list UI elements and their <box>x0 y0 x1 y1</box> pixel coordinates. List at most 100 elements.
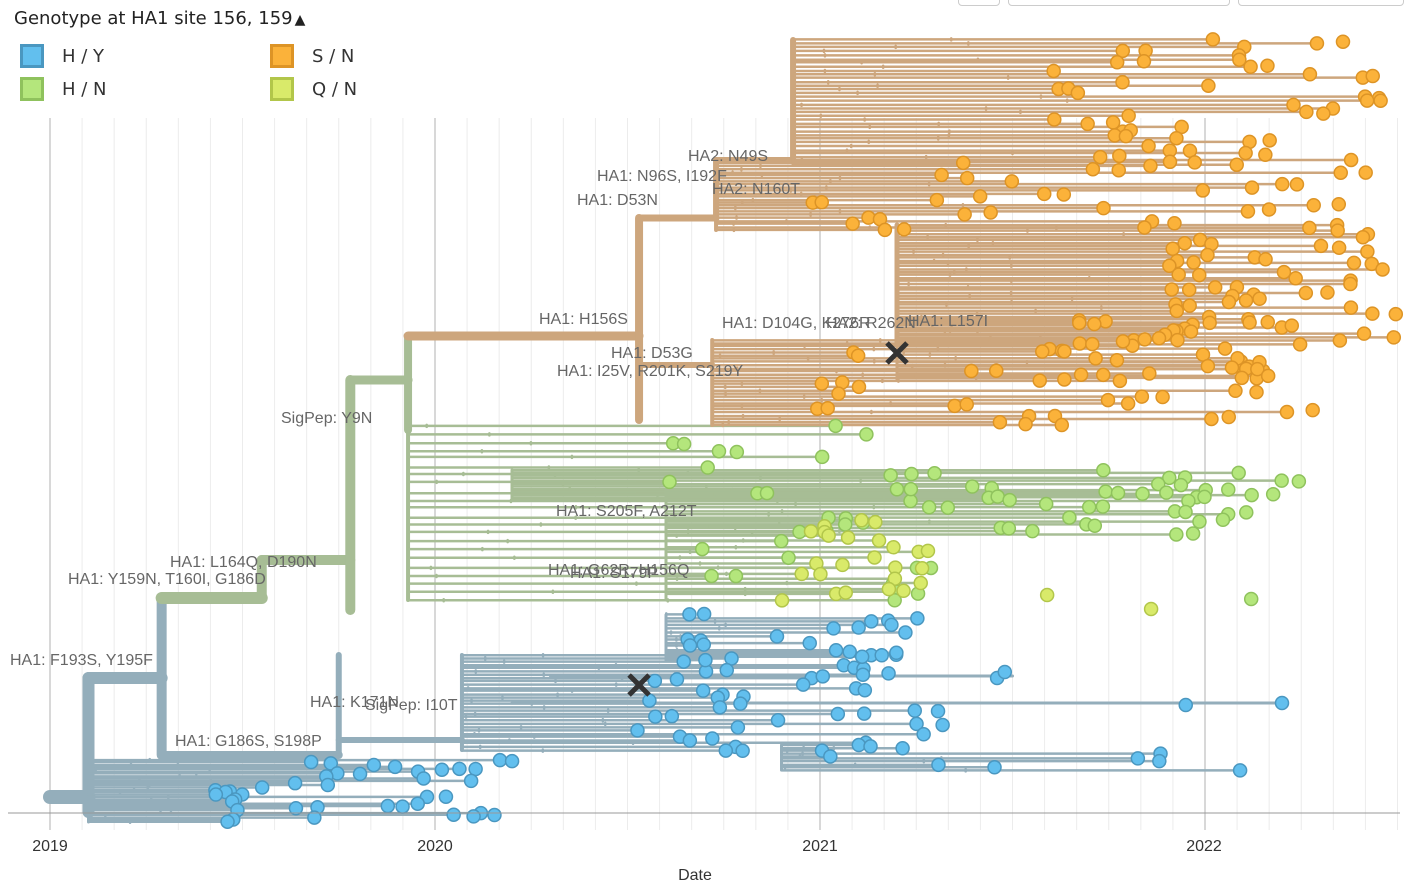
tip-node <box>648 709 663 724</box>
tip-node <box>1355 229 1371 245</box>
tip-node <box>676 654 691 669</box>
tip-node <box>920 543 936 559</box>
tip-node <box>487 807 502 823</box>
tip-node <box>840 530 856 545</box>
tip-node <box>881 666 896 681</box>
tip-node <box>1056 187 1072 202</box>
legend-item-hy[interactable]: H / Y <box>20 44 104 68</box>
tip-node <box>1115 43 1131 59</box>
tip-node <box>1359 93 1375 108</box>
tip-node <box>921 500 937 515</box>
tip-node <box>1221 482 1236 497</box>
legend-title[interactable]: Genotype at HA1 site 156, 159 ▲ <box>14 8 305 29</box>
tip-node <box>883 468 898 483</box>
x-tick-label: 2020 <box>417 838 453 855</box>
tip-node <box>1305 402 1320 418</box>
tip-node <box>1062 510 1077 525</box>
tip-node <box>1164 282 1179 297</box>
tip-node <box>1057 372 1072 387</box>
tip-node <box>698 652 713 668</box>
x-tick-label: 2022 <box>1186 838 1222 855</box>
x-axis: 2019 2020 2021 2022 Date <box>8 812 1400 884</box>
tip-node <box>884 617 899 633</box>
tip-node <box>1228 383 1243 399</box>
tip-node <box>1360 244 1375 259</box>
tip-node <box>1249 384 1264 400</box>
tip-node <box>1373 93 1388 108</box>
tip-node <box>1260 58 1275 74</box>
mutation-label: HA1: S205F, A212T <box>556 503 697 520</box>
tree-tips <box>208 32 1404 829</box>
tip-node <box>696 606 712 622</box>
tip-node <box>1004 174 1020 189</box>
tip-node <box>1388 306 1404 322</box>
tip-node <box>794 566 809 582</box>
tip-node <box>1365 306 1380 321</box>
tip-node <box>828 643 844 658</box>
tip-node <box>1346 255 1362 271</box>
tip-node <box>1187 155 1202 170</box>
tip-node <box>1169 527 1184 542</box>
legend-swatch <box>270 77 294 101</box>
tip-node <box>1130 751 1146 766</box>
tip-node <box>1118 128 1134 144</box>
toolbar-button-3[interactable] <box>1238 0 1404 6</box>
tip-node <box>842 644 857 660</box>
tip-node <box>868 514 883 530</box>
legend-item-hn[interactable]: H / N <box>20 77 107 101</box>
tip-node <box>1244 487 1259 503</box>
tip-node <box>835 557 850 573</box>
tip-node <box>366 757 382 773</box>
tip-node <box>1072 336 1088 351</box>
tip-node <box>1330 223 1345 238</box>
tip-node <box>814 376 830 391</box>
tip-node <box>669 672 685 687</box>
tip-node <box>1081 499 1097 515</box>
tip-node <box>704 568 719 584</box>
tip-node <box>1112 148 1127 164</box>
tip-node <box>1260 368 1276 384</box>
toolbar-button-1[interactable] <box>958 0 1000 6</box>
tip-node <box>914 561 930 576</box>
tip-node <box>1183 324 1199 339</box>
x-tick-label: 2019 <box>32 838 68 855</box>
mutation-label: HA2: N49S <box>688 148 768 165</box>
toolbar-button-2[interactable] <box>1008 0 1230 6</box>
tip-node <box>1309 36 1325 51</box>
mutation-marker-x <box>885 341 909 365</box>
tip-node <box>909 716 924 732</box>
tip-node <box>957 207 972 222</box>
tip-node <box>935 717 950 733</box>
tip-node <box>410 796 425 811</box>
tip-node <box>874 648 889 663</box>
tip-node <box>1242 315 1257 330</box>
tip-node <box>1205 32 1221 47</box>
tip-node <box>1265 487 1281 502</box>
legend-item-qn[interactable]: Q / N <box>270 77 357 101</box>
tip-node <box>712 700 728 715</box>
tip-node <box>947 398 962 414</box>
tip-node <box>802 635 817 651</box>
tip-node <box>927 466 942 481</box>
tip-node <box>1171 267 1186 282</box>
chevron-up-icon[interactable]: ▲ <box>294 12 306 28</box>
tip-node <box>898 625 913 640</box>
legend-item-sn[interactable]: S / N <box>270 44 354 68</box>
tip-node <box>1057 344 1072 359</box>
tip-node <box>1365 68 1380 84</box>
tip-node <box>1274 473 1289 488</box>
tip-node <box>813 566 828 582</box>
mutation-label: HA2: N160T <box>712 181 800 198</box>
tip-node <box>959 170 975 186</box>
tip-node <box>1202 315 1217 331</box>
tip-node <box>1243 59 1258 75</box>
tip-node <box>903 493 918 509</box>
tip-node <box>1047 112 1062 127</box>
tip-node <box>1224 360 1240 375</box>
tip-node <box>1320 285 1335 300</box>
tip-node <box>983 205 998 220</box>
tip-node <box>850 348 866 363</box>
tip-node <box>730 720 746 735</box>
tip-node <box>1201 78 1216 93</box>
mutation-label: HA1: I25V, R201K, S219Y <box>557 363 744 380</box>
